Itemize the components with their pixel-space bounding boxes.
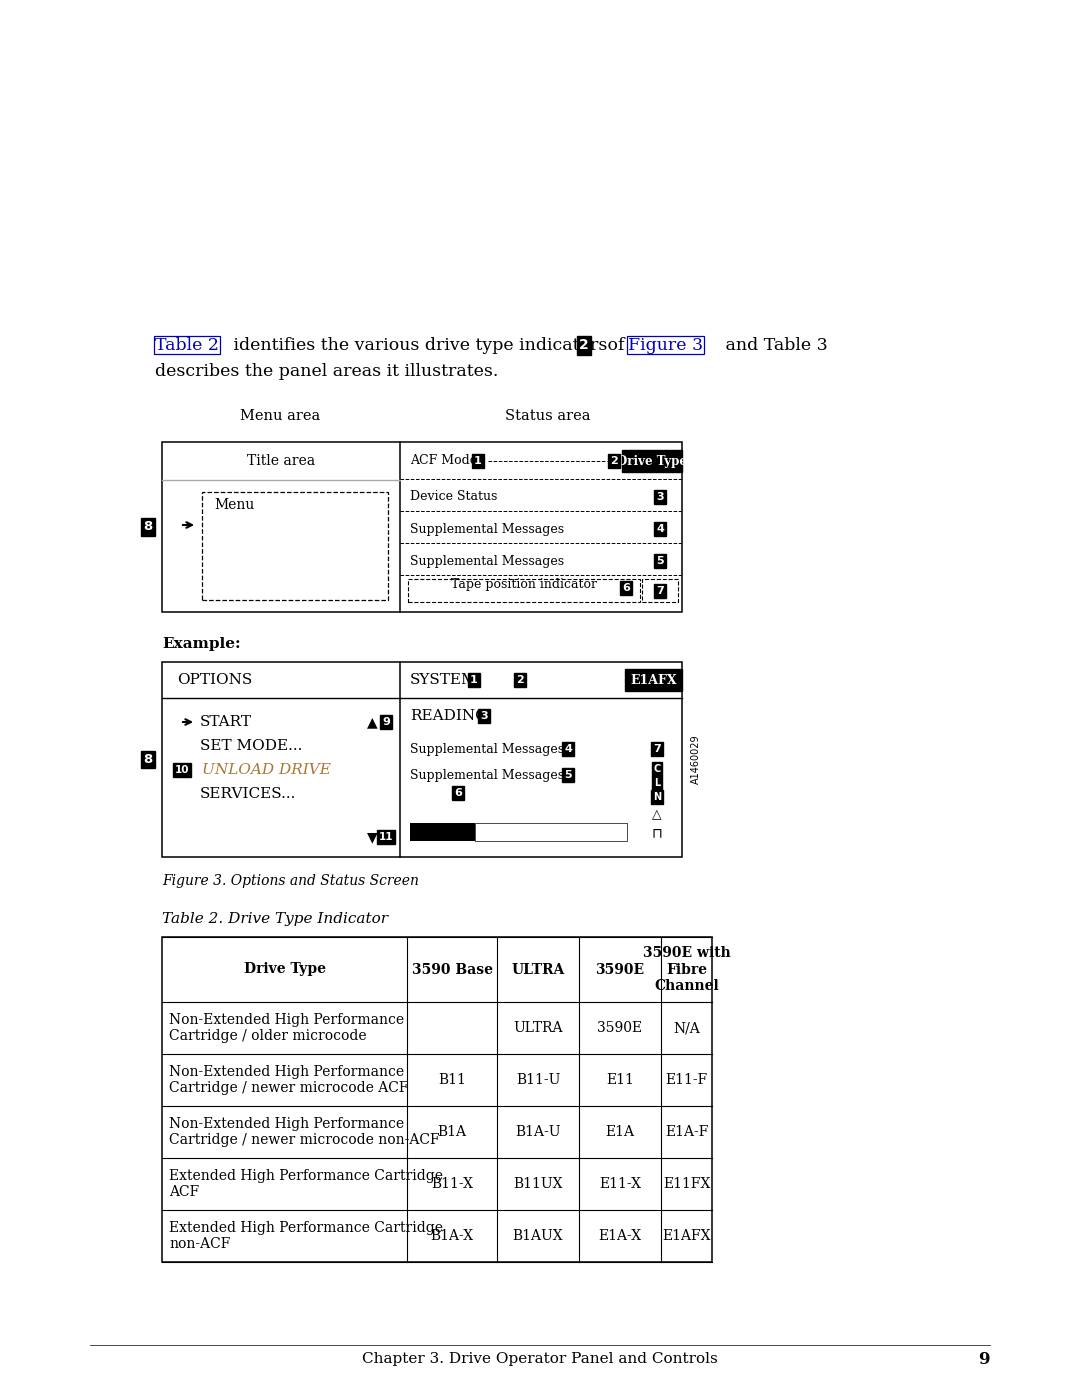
Text: 3: 3 (657, 492, 664, 502)
Text: 5: 5 (657, 556, 664, 566)
Text: 9: 9 (978, 1351, 990, 1368)
Text: 3590E: 3590E (597, 1021, 643, 1035)
Text: Menu: Menu (214, 497, 255, 511)
Bar (622, 450, 681, 472)
Bar (625, 669, 681, 692)
Text: Table 2: Table 2 (156, 337, 219, 353)
Text: ▲: ▲ (367, 715, 377, 729)
Bar (162, 662, 681, 856)
Text: Extended High Performance Cartridge
ACF: Extended High Performance Cartridge ACF (168, 1169, 443, 1199)
Text: SERVICES...: SERVICES... (200, 787, 296, 800)
Text: 1: 1 (470, 675, 477, 685)
Text: Non-Extended High Performance
Cartridge / older microcode: Non-Extended High Performance Cartridge … (168, 1013, 404, 1044)
Text: N/A: N/A (673, 1021, 700, 1035)
Text: E1A: E1A (606, 1125, 635, 1139)
Text: A1460029: A1460029 (691, 735, 701, 784)
Text: 6: 6 (622, 583, 630, 592)
Bar (202, 492, 388, 599)
Text: B1AUX: B1AUX (513, 1229, 564, 1243)
Text: 8: 8 (144, 753, 152, 766)
Bar (162, 937, 712, 1261)
Text: E1A-X: E1A-X (598, 1229, 642, 1243)
Text: B1A: B1A (437, 1125, 467, 1139)
Text: identifies the various drive type indicators: identifies the various drive type indica… (228, 337, 612, 353)
Text: 3590E with
Fibre
Channel: 3590E with Fibre Channel (643, 946, 730, 993)
Text: B1A-X: B1A-X (431, 1229, 473, 1243)
Text: E11FX: E11FX (663, 1178, 711, 1192)
Text: Supplemental Messages: Supplemental Messages (410, 768, 564, 781)
Text: B1A-U: B1A-U (515, 1125, 561, 1139)
Text: B11-X: B11-X (431, 1178, 473, 1192)
Text: 1: 1 (474, 455, 482, 467)
Text: READING: READING (410, 710, 487, 724)
Text: Supplemental Messages: Supplemental Messages (410, 742, 564, 756)
Text: ACF Mode: ACF Mode (410, 454, 477, 468)
Text: 10: 10 (175, 766, 189, 775)
Text: UNLOAD DRIVE: UNLOAD DRIVE (202, 763, 330, 777)
Text: 2: 2 (516, 675, 524, 685)
Text: ⊓: ⊓ (651, 826, 662, 840)
Text: 7: 7 (653, 745, 661, 754)
Text: E1A-F: E1A-F (665, 1125, 708, 1139)
Text: 8: 8 (144, 521, 152, 534)
Text: E11-X: E11-X (599, 1178, 642, 1192)
Text: OPTIONS: OPTIONS (177, 673, 253, 687)
Text: Non-Extended High Performance
Cartridge / newer microcode non-ACF: Non-Extended High Performance Cartridge … (168, 1116, 440, 1147)
Text: E11: E11 (606, 1073, 634, 1087)
Text: 4: 4 (656, 524, 664, 534)
Text: 11: 11 (379, 833, 393, 842)
Text: Tape position indicator: Tape position indicator (451, 578, 597, 591)
Text: 4: 4 (564, 745, 572, 754)
Bar (408, 578, 640, 602)
Text: Extended High Performance Cartridge
non-ACF: Extended High Performance Cartridge non-… (168, 1221, 443, 1252)
Text: B11UX: B11UX (513, 1178, 563, 1192)
Text: 5: 5 (564, 770, 571, 780)
Text: B11-U: B11-U (516, 1073, 561, 1087)
Text: 2: 2 (610, 455, 618, 467)
Text: 2: 2 (579, 338, 589, 352)
Text: and Table 3: and Table 3 (720, 337, 827, 353)
Text: Chapter 3. Drive Operator Panel and Controls: Chapter 3. Drive Operator Panel and Cont… (362, 1352, 718, 1366)
Text: describes the panel areas it illustrates.: describes the panel areas it illustrates… (156, 362, 498, 380)
Bar (162, 441, 681, 612)
Text: SET MODE...: SET MODE... (200, 739, 302, 753)
Bar (642, 578, 678, 602)
Text: Supplemental Messages: Supplemental Messages (410, 522, 564, 535)
Text: E11-F: E11-F (665, 1073, 707, 1087)
Text: SYSTEM: SYSTEM (410, 673, 477, 687)
Text: Drive Type: Drive Type (617, 454, 687, 468)
Text: Non-Extended High Performance
Cartridge / newer microcode ACF: Non-Extended High Performance Cartridge … (168, 1065, 408, 1095)
Text: Supplemental Messages: Supplemental Messages (410, 555, 564, 567)
Text: 3: 3 (481, 711, 488, 721)
Text: ULTRA: ULTRA (511, 963, 565, 977)
Text: Device Status: Device Status (410, 490, 498, 503)
Text: N: N (653, 792, 661, 802)
Text: ULTRA: ULTRA (513, 1021, 563, 1035)
Bar (410, 823, 475, 841)
Text: Menu area: Menu area (240, 409, 320, 423)
Text: ▼: ▼ (367, 830, 377, 844)
Text: △: △ (652, 809, 662, 821)
Text: 7: 7 (657, 585, 664, 595)
Text: Title area: Title area (247, 454, 315, 468)
Text: 9: 9 (382, 717, 390, 726)
Text: E1AFX: E1AFX (662, 1229, 711, 1243)
Text: Figure 3. Options and Status Screen: Figure 3. Options and Status Screen (162, 875, 419, 888)
Text: E1AFX: E1AFX (631, 673, 677, 686)
Text: B11: B11 (438, 1073, 465, 1087)
Text: 6: 6 (454, 788, 462, 798)
Text: 3590 Base: 3590 Base (411, 963, 492, 977)
Text: Status area: Status area (505, 409, 591, 423)
Text: Table 2. Drive Type Indicator: Table 2. Drive Type Indicator (162, 912, 388, 926)
Text: L: L (653, 778, 660, 788)
Text: 3590E: 3590E (595, 963, 645, 977)
Text: Example:: Example: (162, 637, 241, 651)
Text: of: of (602, 337, 630, 353)
Text: C: C (653, 764, 661, 774)
Bar (475, 823, 627, 841)
Text: Figure 3: Figure 3 (627, 337, 703, 353)
Text: Drive Type: Drive Type (243, 963, 325, 977)
Text: START: START (200, 715, 252, 729)
